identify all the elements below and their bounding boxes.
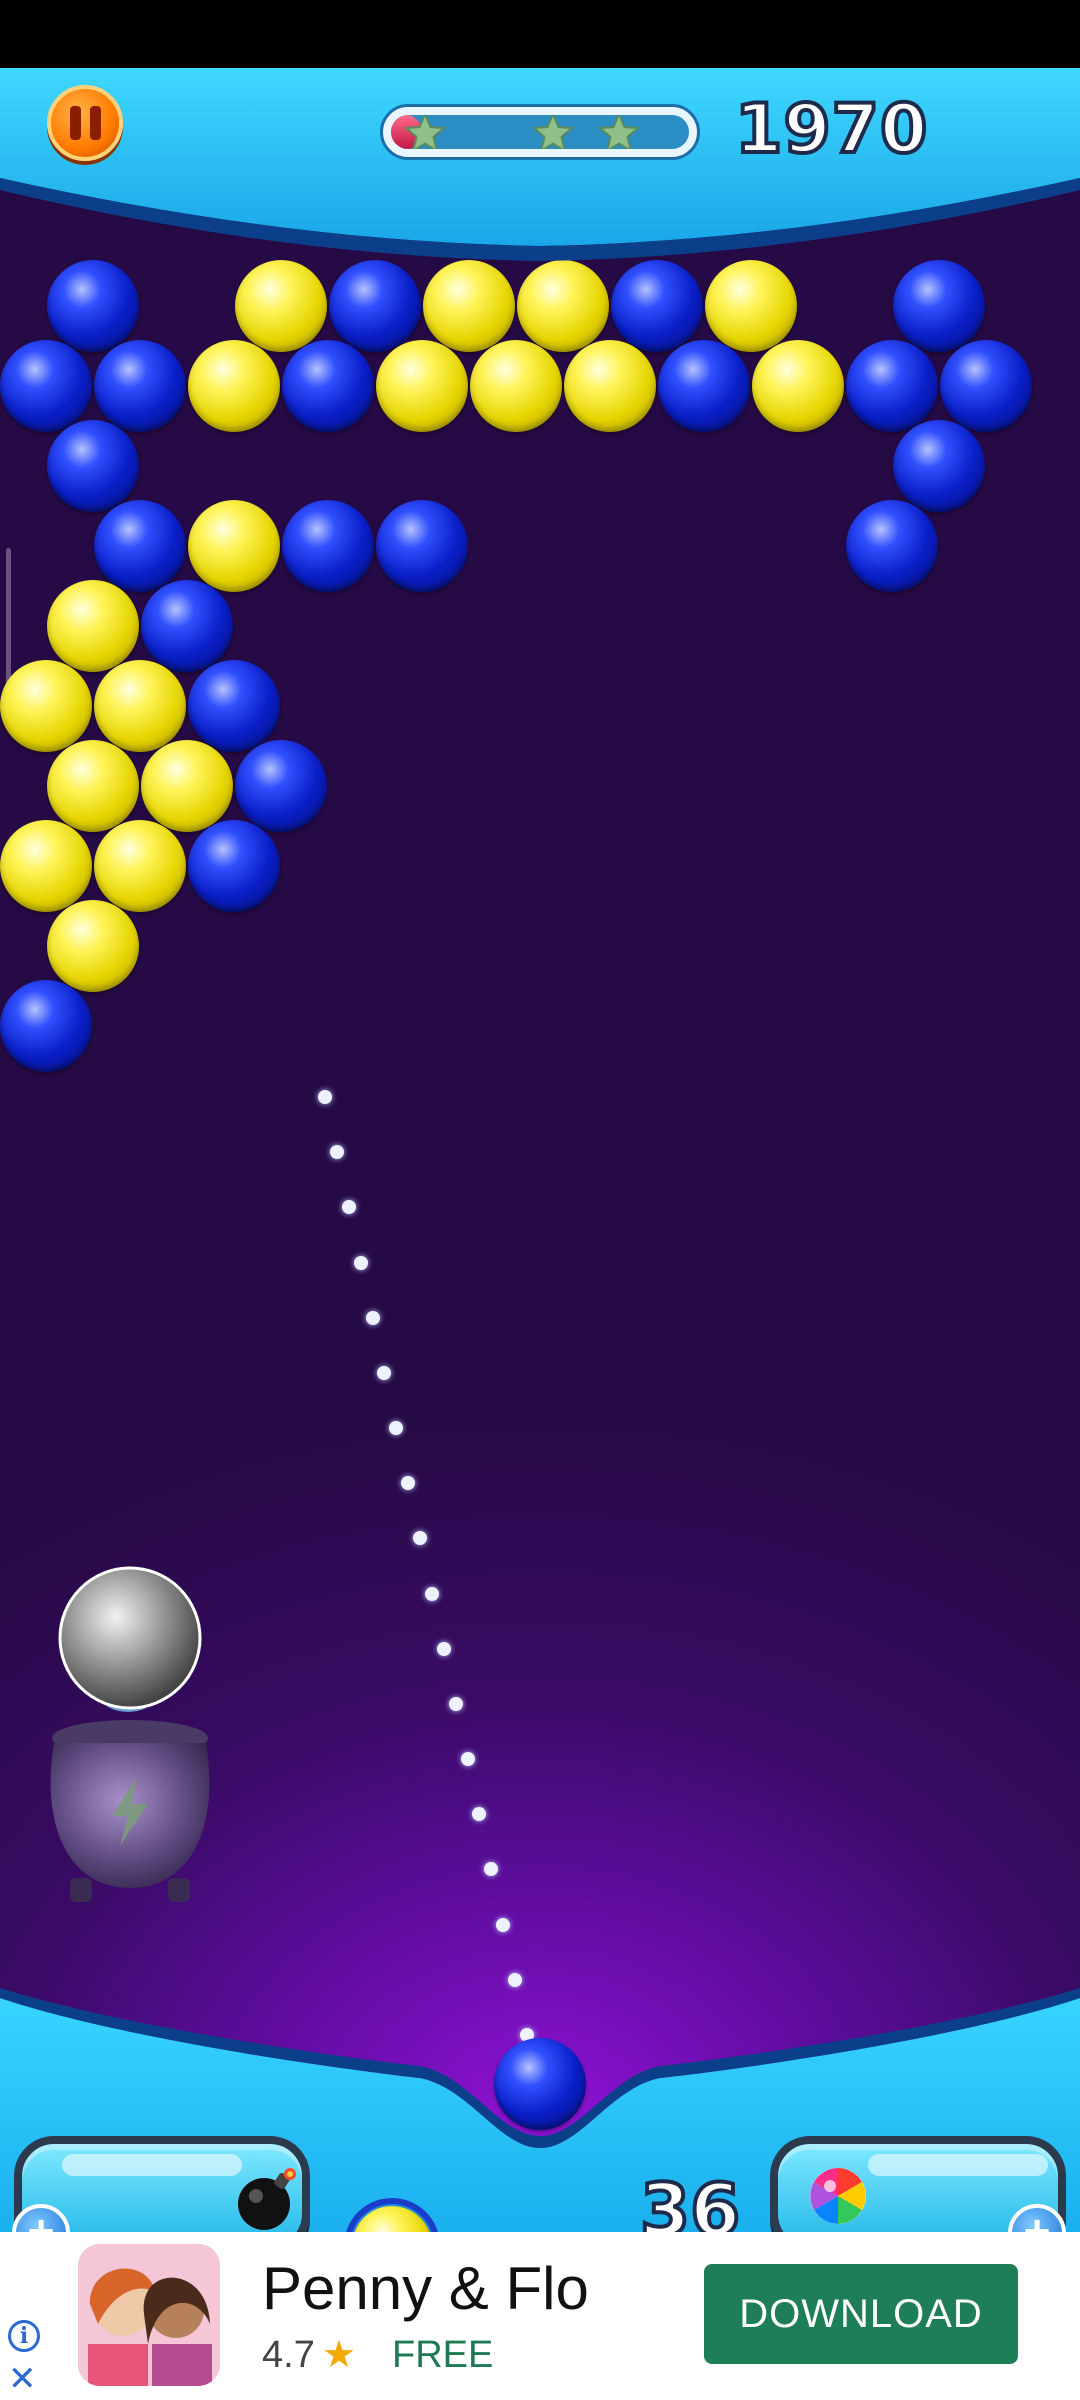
yellow-bubble (470, 340, 562, 432)
yellow-bubble (564, 340, 656, 432)
yellow-bubble (235, 260, 327, 352)
pause-icon (69, 106, 81, 140)
shots-remaining: 36 (638, 2166, 742, 2232)
yellow-bubble (94, 820, 186, 912)
yellow-bubble (376, 340, 468, 432)
yellow-bubble (94, 660, 186, 752)
aim-dot (389, 1421, 404, 1436)
yellow-bubble (188, 340, 280, 432)
current-bubble (494, 2038, 586, 2130)
blue-bubble (329, 260, 421, 352)
aim-dot (401, 1476, 416, 1491)
aim-dot (329, 1145, 344, 1160)
status-bar (0, 0, 1080, 68)
blue-bubble (235, 740, 327, 832)
aim-dot (424, 1586, 439, 1601)
aim-dot (508, 1972, 523, 1987)
aim-dot (365, 1310, 380, 1325)
blue-bubble (188, 660, 280, 752)
yellow-bubble (0, 660, 92, 752)
bomb-icon (238, 2168, 296, 2230)
blue-bubble (940, 340, 1032, 432)
rainbow-ball-icon (810, 2168, 866, 2224)
aim-dot (484, 1862, 499, 1877)
star-progress-bar (380, 104, 700, 160)
blue-bubble (94, 340, 186, 432)
yellow-bubble (47, 580, 139, 672)
yellow-bubble (517, 260, 609, 352)
aim-dot (353, 1255, 368, 1270)
blue-bubble (846, 340, 938, 432)
cauldron-powerup[interactable] (30, 1528, 230, 1928)
close-icon[interactable]: ✕ (8, 2360, 37, 2398)
score-counter: 1970 (733, 88, 929, 171)
blue-bubble (47, 260, 139, 352)
aim-dot (377, 1365, 392, 1380)
bottom-hud: + + 36 (0, 1928, 1080, 2232)
yellow-bubble (141, 740, 233, 832)
ad-banner[interactable]: i ✕ Penny & Flo 4.7 ★ FREE DOWNLOAD (0, 2232, 1080, 2400)
yellow-bubble (47, 900, 139, 992)
app-icon[interactable] (78, 2244, 220, 2386)
star-icon (531, 115, 575, 149)
blue-bubble (94, 500, 186, 592)
aim-dot (448, 1696, 463, 1711)
star-icon: ★ (322, 2334, 357, 2376)
aim-dot (460, 1752, 475, 1767)
blue-bubble (893, 260, 985, 352)
blue-bubble (188, 820, 280, 912)
yellow-bubble (423, 260, 515, 352)
blue-bubble (846, 500, 938, 592)
aim-dot (318, 1090, 332, 1104)
pause-button[interactable] (47, 85, 123, 161)
yellow-bubble (0, 820, 92, 912)
yellow-bubble (752, 340, 844, 432)
aim-dot (341, 1200, 356, 1215)
ad-title[interactable]: Penny & Flo (262, 2255, 589, 2322)
blue-bubble (893, 420, 985, 512)
blue-bubble (282, 500, 374, 592)
blue-bubble (611, 260, 703, 352)
game-playfield[interactable]: 1970 + (0, 68, 1080, 2232)
star-icon (403, 115, 447, 149)
blue-bubble (0, 340, 92, 432)
blue-bubble (658, 340, 750, 432)
ad-price: FREE (392, 2334, 494, 2376)
aim-dot (496, 1917, 511, 1932)
aim-dot (436, 1641, 451, 1656)
edge-handle (6, 548, 11, 708)
info-icon[interactable]: i (8, 2320, 40, 2352)
yellow-bubble (188, 500, 280, 592)
lightning-icon (112, 1778, 148, 1846)
ad-rating: 4.7 (262, 2334, 315, 2376)
blue-bubble (47, 420, 139, 512)
aim-dot (472, 1807, 487, 1822)
blue-bubble (282, 340, 374, 432)
yellow-bubble (705, 260, 797, 352)
aim-dot (413, 1531, 428, 1546)
star-icon (597, 115, 641, 149)
blue-bubble (0, 980, 92, 1072)
blue-bubble (141, 580, 233, 672)
yellow-bubble (47, 740, 139, 832)
download-button[interactable]: DOWNLOAD (704, 2264, 1018, 2364)
top-hud: 1970 (0, 68, 1080, 308)
blue-bubble (376, 500, 468, 592)
